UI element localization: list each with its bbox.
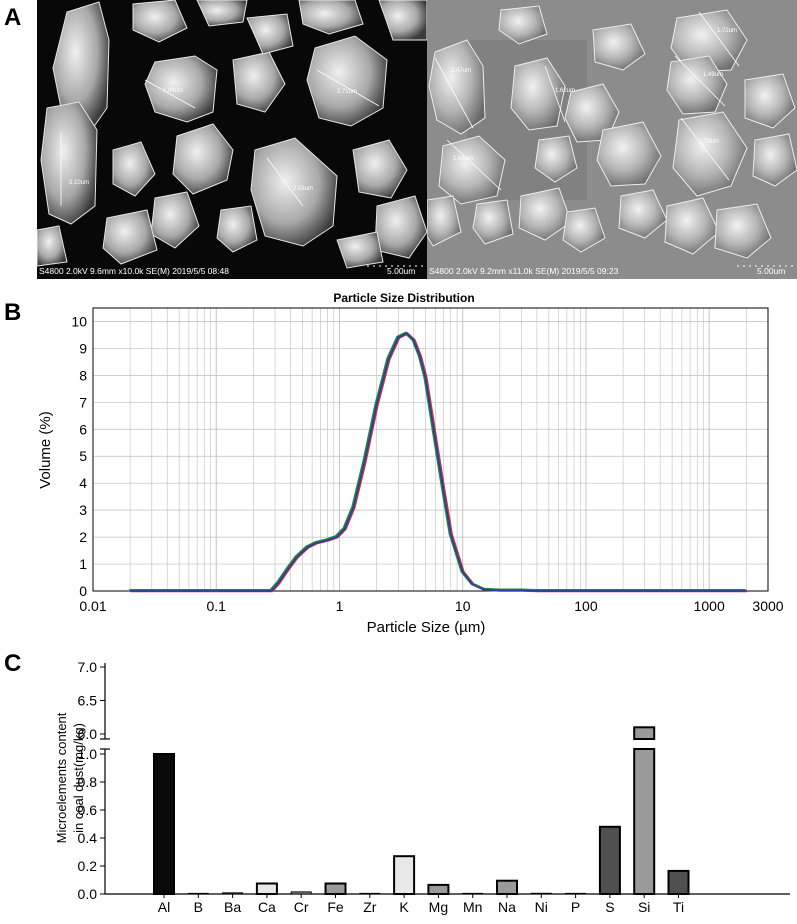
bar-zr [359, 892, 381, 895]
psd-x-tick-label: 3000 [752, 598, 783, 614]
bar-si [633, 748, 656, 895]
panel-label-a: A [4, 4, 22, 31]
sem-left-measure-4: 2.03um [293, 186, 313, 192]
bar-x-tick-label: B [194, 899, 203, 915]
bar-x-tick-label: Cr [294, 899, 309, 915]
bar-x-tick-label: Ca [258, 899, 276, 915]
sem-left-footer: S4800 2.0kV 9.6mm x10.0k SE(M) 2019/5/5 … [39, 266, 229, 276]
bar-ylabel-line-1: Microelements content [54, 712, 69, 843]
psd-y-tick-label: 6 [79, 421, 87, 437]
psd-x-ticks: 0.01 0.1 1 10 100 1000 3000 [79, 598, 783, 614]
bar-axes [100, 663, 790, 895]
psd-y-tick-label: 0 [79, 583, 87, 599]
sem-left-scale: 5.00um [387, 266, 415, 276]
panel-label-c: C [4, 650, 22, 677]
bar-mn [462, 892, 484, 895]
bar-x-tick-label: Mn [463, 899, 482, 915]
sem-right-measure-6: 1.79um [699, 139, 719, 145]
psd-plot-frame [92, 307, 769, 592]
psd-y-tick-label: 4 [79, 475, 87, 491]
psd-x-tick-label: 1 [336, 598, 344, 614]
bar-y-tick-label: 1.0 [78, 746, 98, 762]
bar-ba [222, 892, 244, 895]
bar-x-tick-label: Al [158, 899, 170, 915]
bar-p [565, 892, 587, 895]
bar-mg [427, 883, 450, 895]
psd-ylabel: Volume (%) [37, 411, 54, 489]
psd-y-tick-label: 10 [71, 313, 87, 329]
psd-x-tick-label: 0.1 [207, 598, 227, 614]
psd-y-tick-label: 9 [79, 340, 87, 356]
bar-si-upper [633, 726, 656, 741]
bar-ni [530, 892, 552, 895]
psd-x-tick-label: 100 [574, 598, 598, 614]
bar-cr [290, 891, 312, 895]
bar-k [393, 855, 416, 895]
bar-x-tick-label: Zr [363, 899, 377, 915]
bar-y-tick-label: 7.0 [78, 659, 98, 675]
bar-y-tick-label: 0.4 [78, 830, 98, 846]
bar-al [153, 753, 175, 895]
bar-ti [667, 869, 690, 895]
bar-marks [153, 726, 690, 895]
sem-left-measure-3: 3.10um [69, 180, 89, 186]
sem-right-measure-4: 1.49um [703, 72, 723, 78]
bar-b [187, 892, 209, 895]
bar-x-tick-label: Ti [673, 899, 684, 915]
sem-image-right: 1.47um 1.62um 1.72um 1.49um 1.58um 1.79u… [427, 0, 797, 279]
bar-y-tick-label: 0.0 [78, 886, 98, 902]
sem-right-measure-5: 1.58um [453, 156, 473, 162]
sem-image-left: 1.94um 2.71um 3.10um 2.03um S4800 2.0kV … [37, 0, 427, 279]
psd-x-tick-label: 10 [455, 598, 471, 614]
panel-label-b: B [4, 299, 22, 326]
psd-x-tick-label: 0.01 [79, 598, 106, 614]
psd-series-line-green [129, 331, 746, 592]
bar-na [496, 879, 518, 895]
bar-x-tick-label: K [399, 899, 409, 915]
psd-y-tick-label: 3 [79, 502, 87, 518]
bar-fe [324, 882, 347, 895]
psd-y-tick-label: 8 [79, 367, 87, 383]
bar-x-tick-label: S [605, 899, 614, 915]
sem-left-measure-1: 1.94um [163, 88, 183, 94]
sem-right-footer: S4800 2.0kV 9.2mm x11.0k SE(M) 2019/5/5 … [429, 266, 619, 276]
bar-ca [255, 882, 278, 895]
bar-y-ticks: 0.0 0.2 0.4 0.6 0.8 1.0 6.0 6.5 7.0 [78, 659, 105, 902]
bar-x-tick-label: P [571, 899, 580, 915]
psd-xlabel: Particle Size (µm) [367, 619, 486, 636]
bar-ylabel-line-2: in coal dust(mg/kg) [71, 723, 86, 833]
psd-series [129, 331, 748, 593]
bar-x-tick-label: Ni [535, 899, 548, 915]
bar-y-tick-label: 0.6 [78, 802, 98, 818]
sem-right-measure-3: 1.72um [717, 28, 737, 34]
psd-y-tick-label: 5 [79, 448, 87, 464]
psd-grid [92, 308, 769, 592]
bar-s [598, 825, 621, 895]
bar-x-tick-label: Ba [224, 899, 241, 915]
bar-y-tick-label: 6.5 [78, 693, 98, 709]
bar-x-tick-label: Na [498, 899, 516, 915]
sem-right-measure-2: 1.62um [555, 88, 575, 94]
bar-y-tick-label: 0.2 [78, 858, 98, 874]
psd-y-tick-label: 1 [79, 556, 87, 572]
sem-right-measure-1: 1.47um [451, 68, 471, 74]
sem-right-scale: 5.00um [757, 266, 785, 276]
bar-x-tick-label: Fe [327, 899, 344, 915]
psd-series-line-blue [130, 332, 747, 592]
bar-x-tick-label: Mg [429, 899, 448, 915]
psd-title: Particle Size Distribution [333, 291, 474, 305]
bar-x-tick-label: Si [638, 899, 650, 915]
particle-size-chart: Particle Size Distribution 012345678910 … [37, 291, 784, 636]
bar-y-tick-label: 0.8 [78, 774, 98, 790]
psd-y-ticks: 0 1 2 3 4 5 6 7 8 9 10 [71, 313, 87, 599]
bar-x-ticks: Al B Ba Ca Cr Fe Zr K Mg Mn Na Ni P S Si Ti [158, 894, 684, 915]
sem-left-measure-2: 2.71um [337, 89, 357, 95]
microelements-chart: Microelements content in coal dust(mg/kg… [54, 659, 790, 915]
psd-y-tick-label: 2 [79, 529, 87, 545]
bar-y-tick-label: 6.0 [78, 726, 98, 742]
psd-y-tick-label: 7 [79, 394, 87, 410]
psd-x-tick-label: 1000 [694, 598, 725, 614]
